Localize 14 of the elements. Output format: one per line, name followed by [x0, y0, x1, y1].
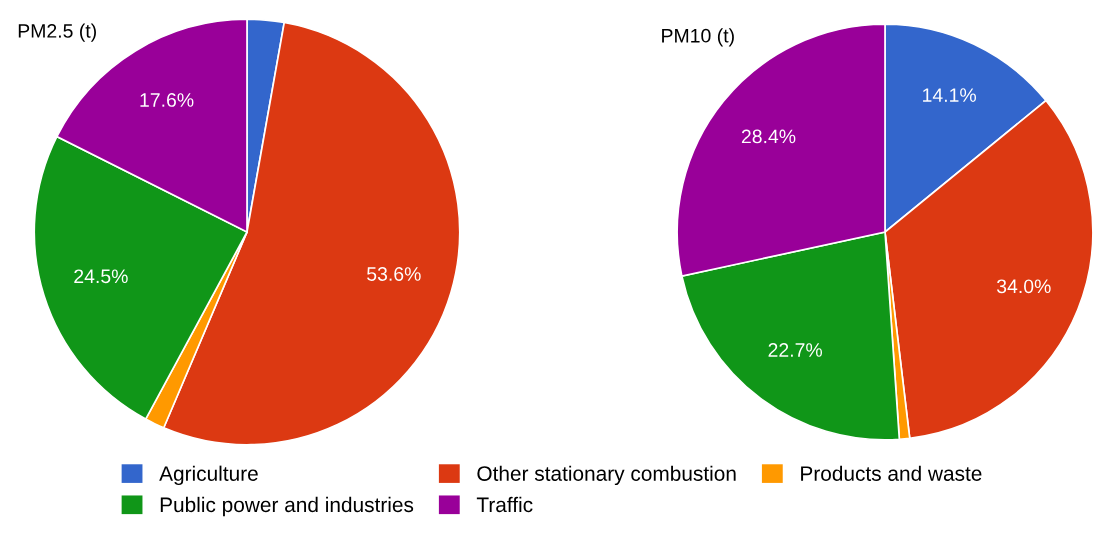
legend-label: Traffic — [476, 496, 533, 513]
data-label: 53.6% — [367, 267, 421, 281]
data-label: 24.5% — [74, 269, 128, 284]
chart-title: PM2.5 (t) — [18, 23, 96, 42]
legend-label: Agriculture — [159, 465, 258, 486]
data-label: 14.1% — [923, 88, 977, 102]
data-label: 28.4% — [741, 129, 796, 144]
legend-label: Other stationary combustion — [477, 465, 736, 486]
data-label: 17.6% — [140, 93, 194, 107]
legend-label: Public power and industries — [160, 496, 414, 517]
chart-title: PM10 (t) — [662, 28, 734, 47]
data-label: 22.7% — [768, 343, 823, 357]
legend-label: Products and waste — [801, 465, 982, 481]
data-label: 34.0% — [996, 279, 1051, 294]
